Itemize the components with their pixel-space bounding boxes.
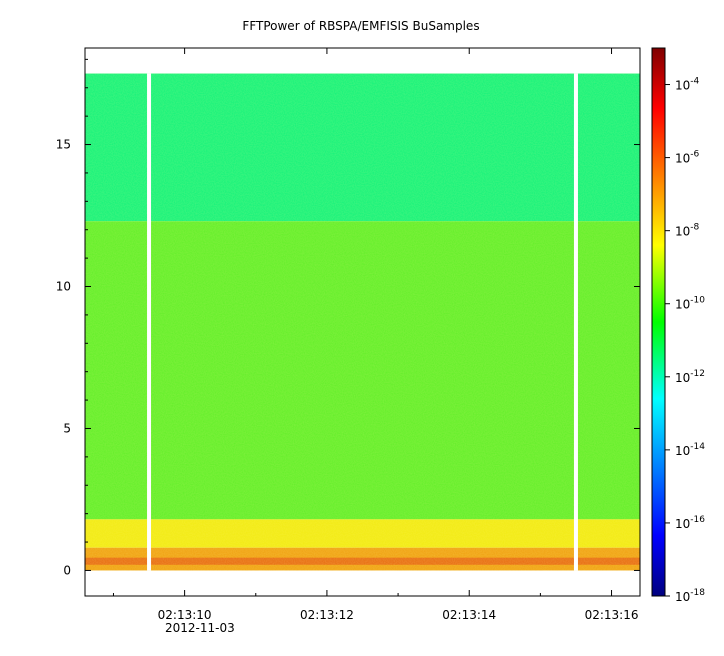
- plot-area: [84, 47, 641, 597]
- plot-frame: [84, 47, 641, 597]
- data-gaps: [147, 73, 578, 571]
- colorbar-ticks: 10-4 10-6 10-8 10-10 10-12 10-14 10-16 10-18: [665, 77, 705, 604]
- noise-texture: [85, 73, 640, 571]
- y-tick-label-0: 0: [63, 563, 71, 577]
- x-axis: 02:13:10 02:13:12 02:13:14 02:13:16: [112, 48, 639, 622]
- colorbar-gradient: [651, 47, 666, 597]
- colorbar-tick-label-6: 10-16: [675, 515, 705, 531]
- colorbar-tick-label-7: 10-18: [675, 588, 705, 604]
- colorbar-tick-label-3: 10-10: [675, 296, 705, 312]
- y-tick-label-1: 5: [63, 421, 71, 435]
- gap-1: [573, 73, 578, 571]
- y-axis: 0 5 10 15: [56, 58, 640, 577]
- x-date-label: 2012-11-03: [165, 621, 235, 635]
- colorbar-tick-label-5: 10-14: [675, 442, 705, 458]
- chart-title: FFTPower of RBSPA/EMFISIS BuSamples: [242, 19, 479, 33]
- y-tick-label-3: 15: [56, 138, 71, 152]
- colorbar-tick-label-2: 10-8: [675, 223, 700, 239]
- x-tick-label-2: 02:13:14: [442, 608, 496, 622]
- colorbar-tick-label-0: 10-4: [675, 77, 700, 93]
- x-tick-label-1: 02:13:12: [300, 608, 354, 622]
- x-tick-label-0: 02:13:10: [158, 608, 212, 622]
- colorbar-tick-label-1: 10-6: [675, 150, 700, 166]
- x-tick-label-3: 02:13:16: [585, 608, 639, 622]
- colorbar-tick-label-4: 10-12: [675, 369, 705, 385]
- y-tick-label-2: 10: [56, 280, 71, 294]
- colorbar: 10-4 10-6 10-8 10-10 10-12 10-14 10-16 10-18: [651, 47, 705, 604]
- gap-0: [147, 73, 152, 571]
